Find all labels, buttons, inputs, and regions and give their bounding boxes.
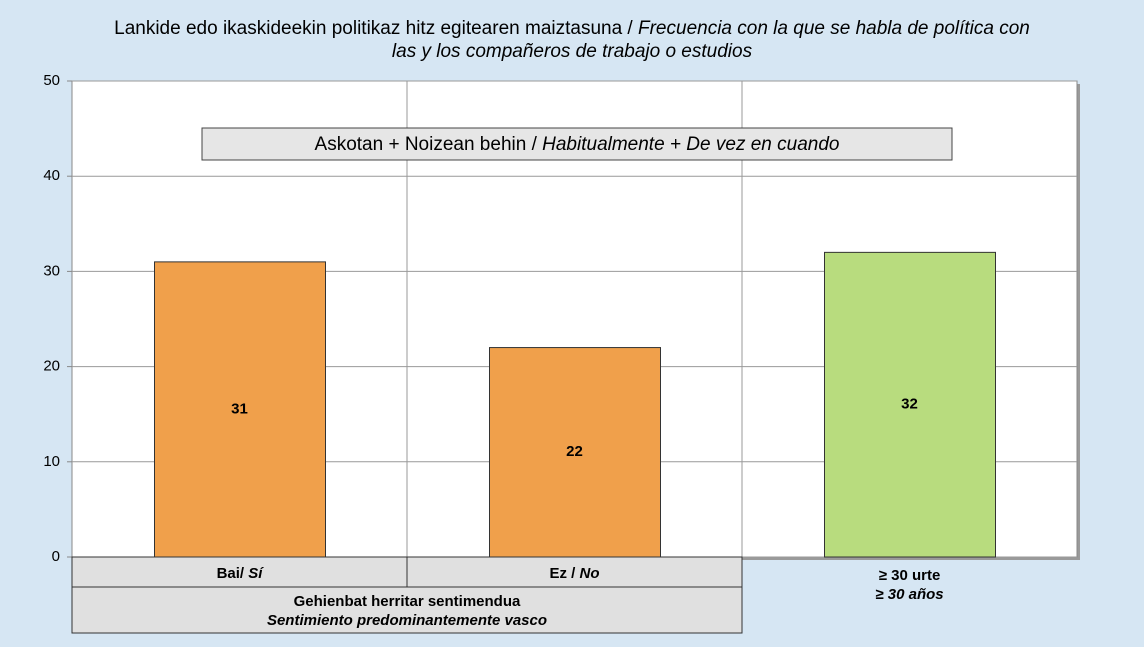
y-tick-label: 0 <box>52 548 60 565</box>
x-tick-label-eu: Ez / <box>549 565 579 582</box>
chart-title: Lankide edo ikaskideekin politikaz hitz … <box>112 17 1032 63</box>
bar <box>824 251 996 558</box>
x-tick-label: Bai/ Sí <box>217 565 265 582</box>
group-label-es: Sentimiento predominantemente vasco <box>267 612 547 629</box>
x-tick-label: Ez / No <box>549 565 599 582</box>
y-tick-label: 40 <box>43 167 60 184</box>
x-tick-label-es: ≥ 30 años <box>875 586 943 603</box>
category-cell <box>406 556 743 588</box>
annotation-es: Habitualmente + De vez en cuando <box>542 134 839 155</box>
bar <box>154 261 326 558</box>
bar <box>489 347 661 558</box>
title-eu: Lankide edo ikaskideekin politikaz hitz … <box>114 18 638 39</box>
annotation-eu: Askotan + Noizean behin / <box>315 134 543 155</box>
y-tick-label: 50 <box>43 72 60 89</box>
x-tick-label-eu: Bai/ <box>217 565 249 582</box>
x-tick-label-es: No <box>580 565 600 582</box>
group-cell <box>71 586 743 634</box>
value-label: 31 <box>231 400 248 417</box>
value-label: 32 <box>901 396 918 413</box>
y-tick-label: 30 <box>43 262 60 279</box>
title-es: Frecuencia con la que se habla de políti… <box>391 18 1030 62</box>
x-tick-label-eu: ≥ 30 urte <box>879 567 941 584</box>
group-label-eu: Gehienbat herritar sentimendua <box>294 593 521 610</box>
annotation-box <box>201 127 953 161</box>
y-tick-label: 10 <box>43 453 60 470</box>
value-label: 22 <box>566 443 583 460</box>
y-tick-label: 20 <box>43 358 60 375</box>
annotation: Askotan + Noizean behin / Habitualmente … <box>315 134 840 155</box>
x-tick-label-es: Sí <box>248 565 264 582</box>
